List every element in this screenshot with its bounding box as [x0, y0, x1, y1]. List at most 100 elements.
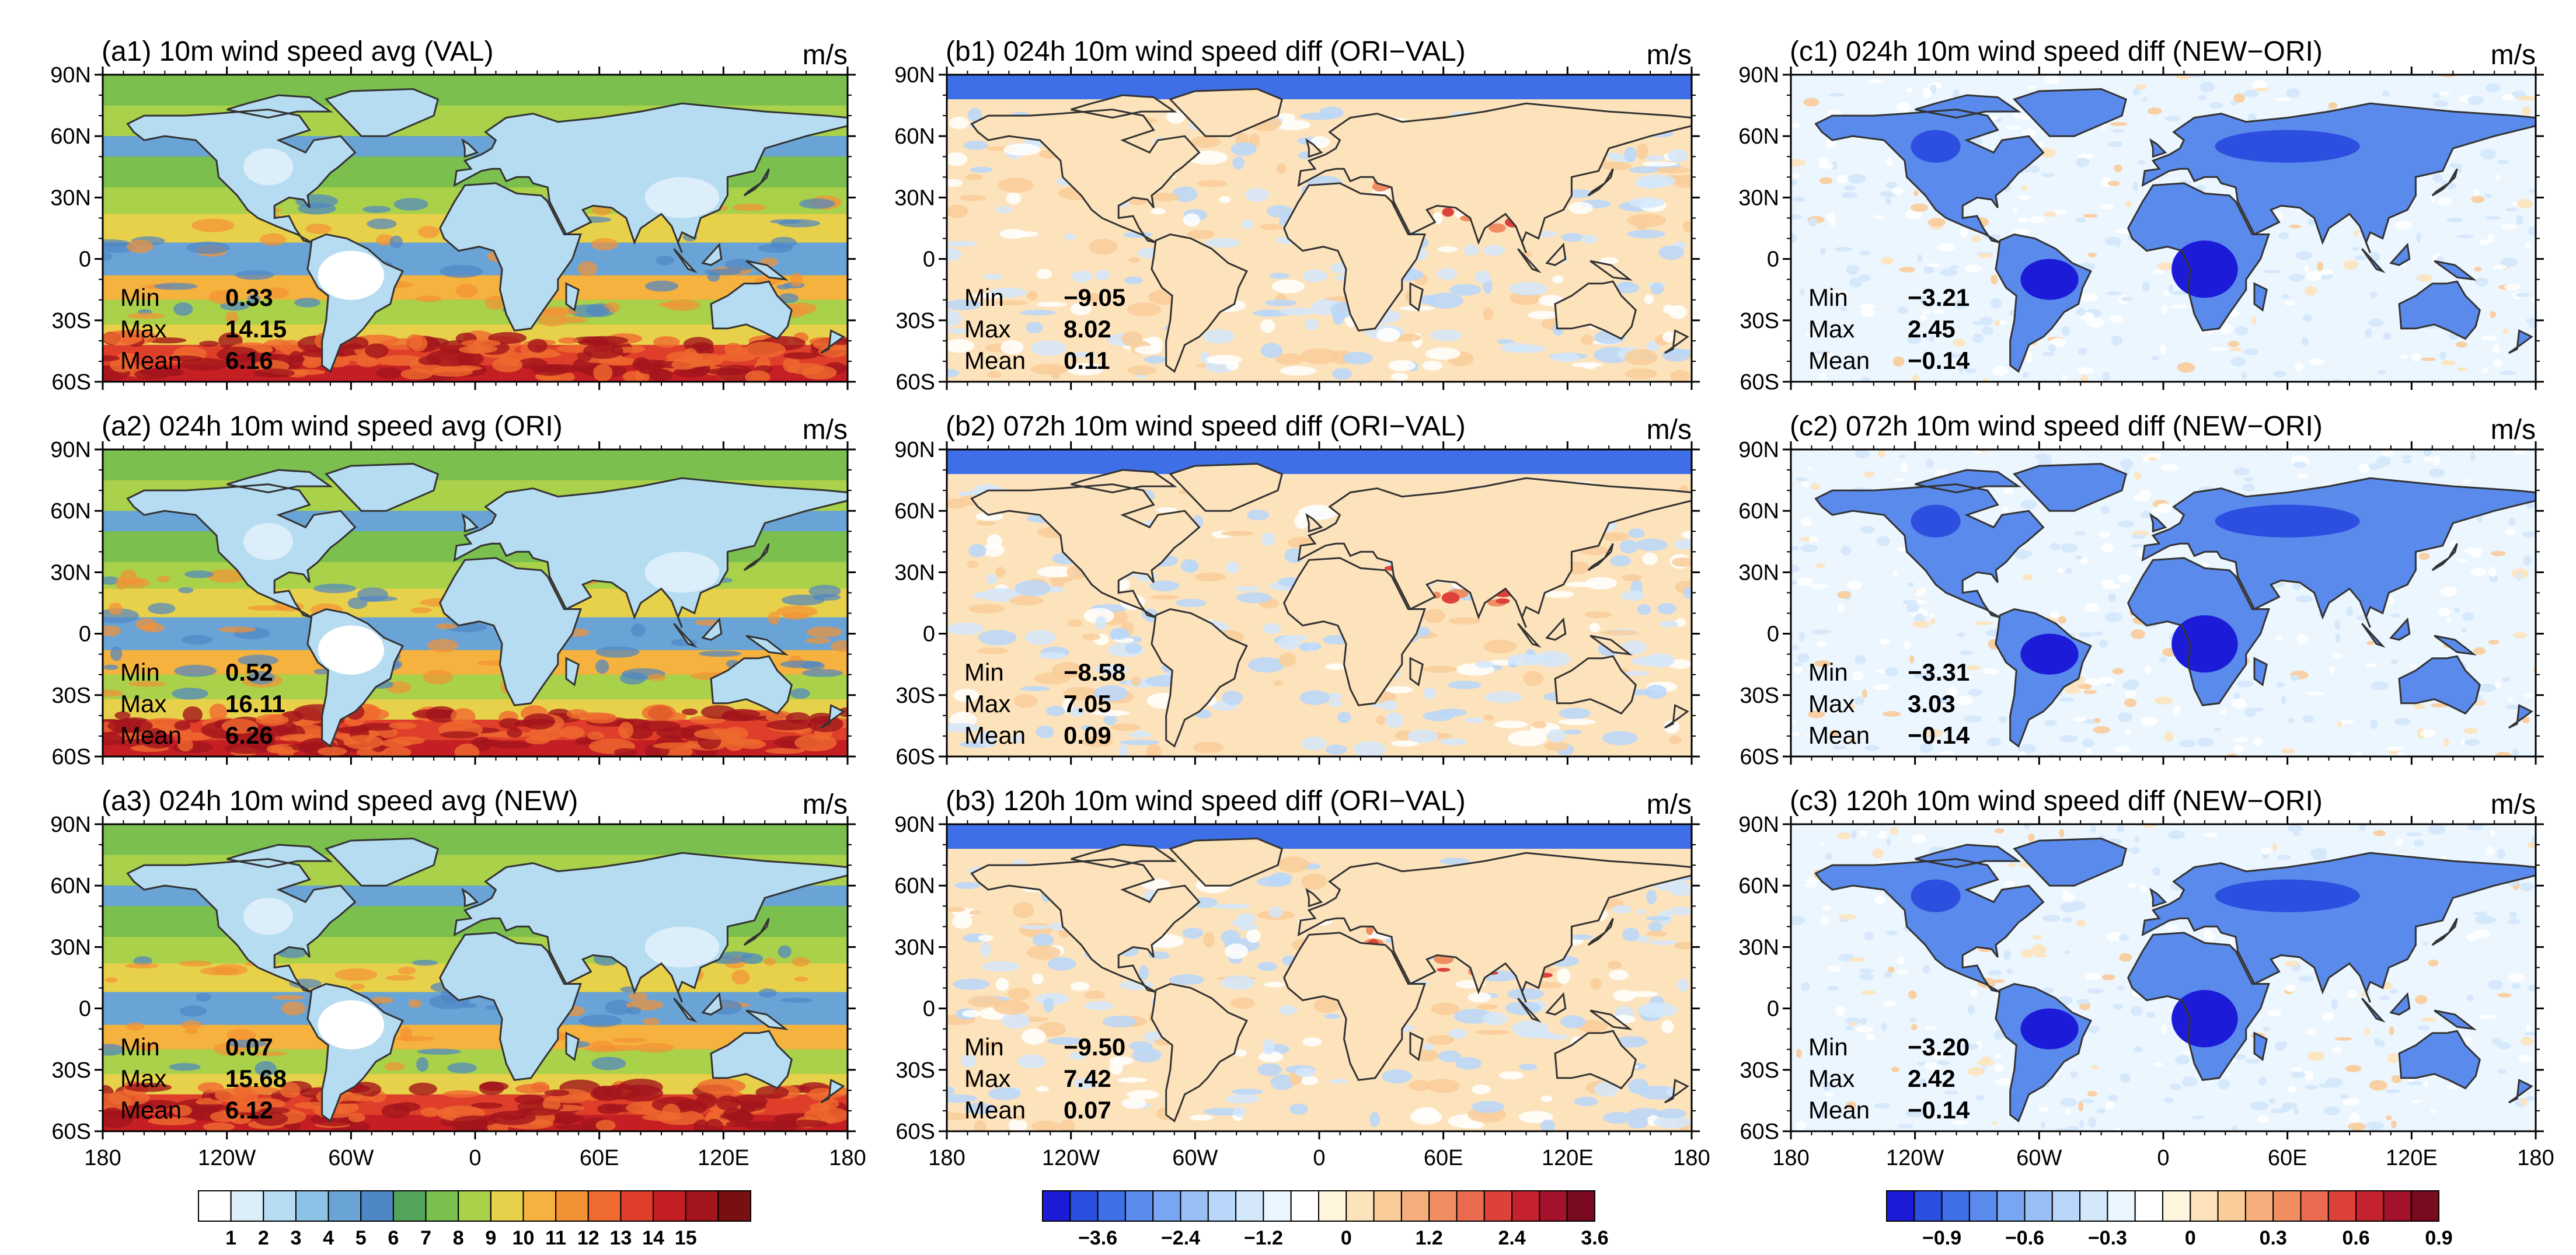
- diff-blob: [1187, 229, 1215, 239]
- diff-blob: [1093, 685, 1128, 702]
- diff-blob: [2093, 726, 2111, 734]
- diff-blob: [1463, 1121, 1485, 1129]
- land-fill: [127, 859, 355, 992]
- colorbar-swatch: [1290, 1190, 1319, 1222]
- colorbar-label: −3.6: [1078, 1227, 1117, 1249]
- speed-blob: [527, 339, 548, 353]
- colorbar-swatch: [1207, 1190, 1237, 1222]
- diff-blob: [1036, 269, 1052, 279]
- diff-blob: [1038, 1022, 1066, 1037]
- diff-blob: [1226, 360, 1239, 371]
- diff-blob: [1131, 676, 1141, 686]
- diff-blob: [1621, 640, 1647, 655]
- stat-label: Min: [1808, 1033, 1848, 1061]
- diff-blob: [1494, 720, 1528, 728]
- diff-blob: [2125, 201, 2132, 208]
- diff-blob: [2470, 451, 2476, 462]
- speed-blob: [705, 1118, 724, 1131]
- speed-blob: [232, 1101, 266, 1113]
- land-fill: [1815, 109, 2044, 243]
- diff-blob: [1814, 660, 1831, 667]
- speed-blob: [203, 1122, 235, 1131]
- diff-blob: [1603, 1111, 1632, 1124]
- diff-blob: [1658, 245, 1684, 260]
- diff-blob: [2233, 745, 2244, 754]
- diff-blob: [2061, 374, 2067, 382]
- diff-blob: [2049, 611, 2059, 619]
- land-fill: [1590, 261, 1630, 280]
- diff-blob: [1149, 595, 1180, 600]
- diff-blob: [1958, 364, 1964, 374]
- diff-blob: [1682, 220, 1692, 233]
- diff-blob: [2242, 483, 2256, 491]
- diff-blob: [1621, 590, 1645, 601]
- land-hotspot: [2215, 504, 2360, 538]
- diff-blob: [2134, 1046, 2143, 1053]
- diff-blob: [1913, 190, 1919, 196]
- speed-blob: [181, 635, 213, 645]
- diff-blob: [2113, 164, 2122, 172]
- diff-blob: [2107, 1094, 2118, 1101]
- land-fill: [326, 463, 438, 511]
- diff-blob: [2473, 929, 2491, 939]
- diff-blob: [2100, 506, 2110, 514]
- diff-blob: [959, 194, 987, 201]
- diff-blob: [1815, 641, 1827, 647]
- diff-blob: [2493, 359, 2502, 367]
- speed-blob: [662, 1103, 681, 1121]
- diff-blob: [2024, 169, 2030, 173]
- land-fill: [2014, 838, 2127, 886]
- diff-blob: [1655, 166, 1691, 174]
- diff-blob: [1410, 1109, 1442, 1125]
- diff-blob: [2378, 459, 2386, 469]
- diff-blob: [1659, 620, 1679, 628]
- speed-blob: [830, 640, 848, 652]
- diff-blob: [2245, 1058, 2261, 1064]
- speed-blob: [443, 1090, 479, 1098]
- diff-blob: [1956, 696, 1973, 705]
- diff-blob: [2199, 81, 2215, 92]
- diff-blob: [2369, 1080, 2388, 1091]
- diff-blob: [2492, 344, 2500, 354]
- diff-blob: [1094, 270, 1110, 281]
- diff-blob: [1385, 712, 1404, 728]
- diff-blob: [1299, 112, 1337, 120]
- speed-blob: [395, 1036, 434, 1041]
- speed-blob: [758, 988, 778, 998]
- diff-blob: [1840, 306, 1848, 312]
- panel-unit: m/s: [803, 414, 848, 445]
- lat-tick-label: 30S: [51, 684, 91, 708]
- colorbar-swatch: [2107, 1190, 2136, 1222]
- diff-newori-colorbar: −0.9 −0.6 −0.3 0 0.3 0.6 0.9: [1886, 1190, 2453, 1249]
- diff-blob: [2023, 573, 2033, 581]
- coastline: [2253, 282, 2268, 312]
- diff-blob: [2075, 218, 2086, 223]
- stat-value: 16.11: [225, 690, 285, 717]
- diff-blob: [2428, 468, 2445, 477]
- diff-blob: [2287, 825, 2303, 832]
- colorbar-swatch: [1456, 1190, 1485, 1222]
- diff-blob: [2422, 941, 2429, 946]
- lon-tick-label: 120E: [1542, 1146, 1594, 1170]
- speed-blob: [525, 735, 550, 745]
- diff-blob: [2396, 752, 2404, 757]
- diff-blob: [1427, 1035, 1455, 1045]
- coastline: [1995, 608, 2092, 748]
- diff-blob: [1008, 1118, 1027, 1131]
- speed-blob: [418, 225, 440, 238]
- speed-blob: [135, 618, 158, 631]
- speed-blob: [280, 1082, 301, 1098]
- lon-tick-label: 60W: [2016, 1146, 2062, 1170]
- diff-blob: [1949, 265, 1960, 270]
- diff-blob: [2296, 634, 2309, 644]
- diff-blob: [1677, 978, 1689, 992]
- speed-blob: [451, 708, 476, 725]
- diff-blob: [2505, 207, 2518, 212]
- colorbar-swatch: [1566, 1190, 1595, 1222]
- speed-blob: [704, 269, 742, 276]
- diff-blob: [2418, 553, 2430, 560]
- diff-blob: [1791, 179, 1797, 186]
- diff-blob: [2065, 1108, 2071, 1115]
- coastline: [325, 837, 439, 887]
- land-fill: [462, 515, 477, 532]
